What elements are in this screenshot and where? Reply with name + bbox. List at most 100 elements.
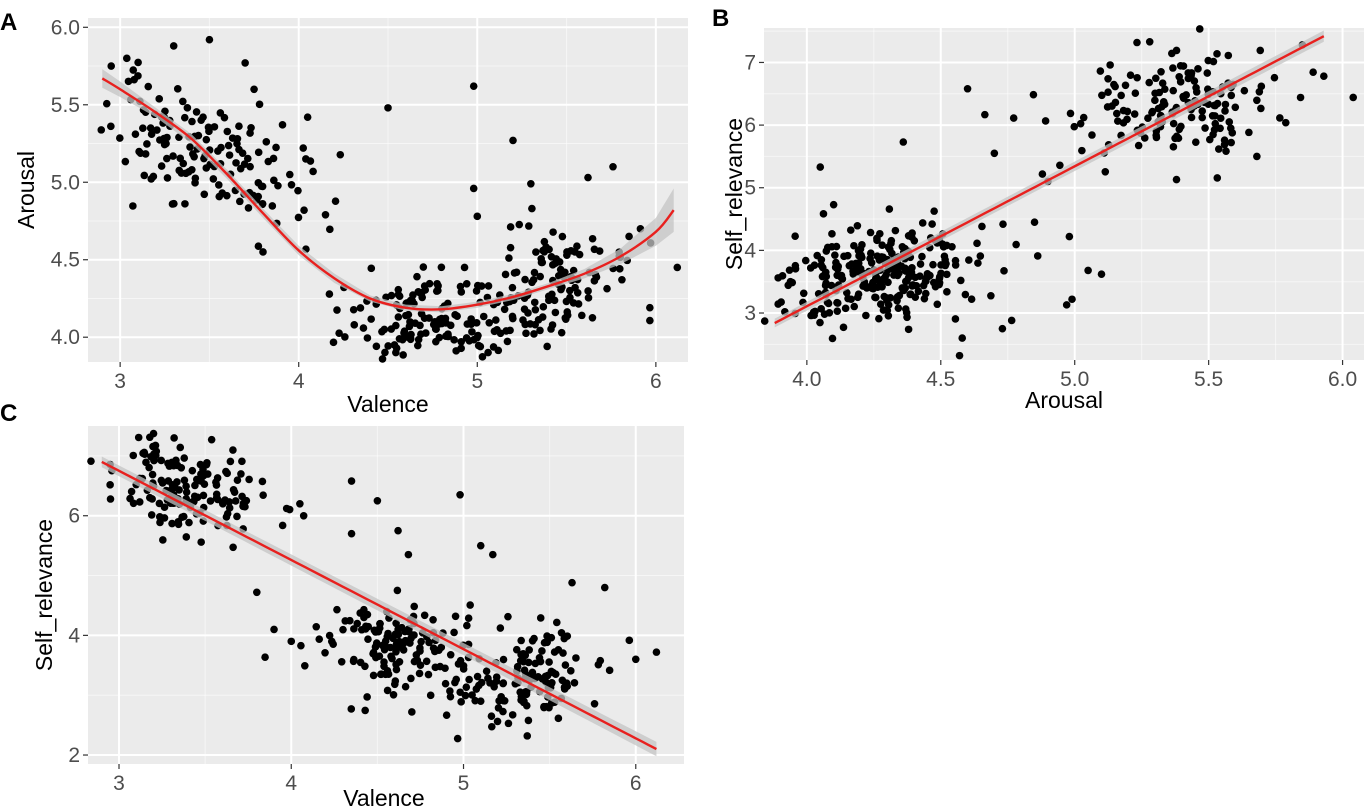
panel-a-data-point <box>309 167 317 176</box>
panel-b: B 4.0 4.5 5.0 5.5 6.0 3 4 5 6 7 Arousal Self_relevan… <box>712 5 1364 413</box>
panel-c-data-point <box>127 487 136 496</box>
panel-c-data-point <box>287 637 296 646</box>
panel-c-data-point <box>212 490 221 499</box>
panel-c-data-point <box>377 670 385 679</box>
panel-c-data-point <box>596 656 605 665</box>
panel-b-data-point <box>884 278 892 287</box>
panel-c-data-point <box>542 702 551 711</box>
panel-a-data-point <box>478 353 487 361</box>
panel-a-data-point <box>536 326 544 335</box>
panel-a-data-point <box>609 162 617 171</box>
panel-b-data-point <box>1309 68 1317 77</box>
panel-b-data-point <box>894 304 903 313</box>
panel-c-data-point <box>333 605 341 614</box>
panel-a-data-point <box>404 310 413 319</box>
panel-b-data-point <box>810 311 818 320</box>
panel-b-data-point <box>813 251 822 260</box>
panel-a-data-point <box>246 129 254 137</box>
panel-a-data-point <box>566 293 574 302</box>
panel-a-data-point <box>394 285 403 294</box>
panel-a-data-point <box>462 279 471 288</box>
panel-a-tag: A <box>0 9 17 36</box>
panel-c-data-point <box>450 628 458 637</box>
panel-a-data-point <box>232 159 240 167</box>
panel-a-data-point <box>272 143 280 152</box>
panel-b-data-point <box>1172 175 1181 184</box>
panel-c-data-point <box>199 491 208 500</box>
panel-b-data-point <box>862 311 870 320</box>
panel-b-data-point <box>1151 74 1160 83</box>
panel-a-ytick-label: 5.5 <box>51 94 80 117</box>
panel-c-data-point <box>476 541 485 550</box>
panel-a-data-point <box>558 232 567 241</box>
panel-a-data-point <box>359 324 368 332</box>
panel-c-data-point <box>160 503 169 512</box>
panel-b-data-point <box>1029 90 1038 99</box>
panel-c-data-point <box>349 657 358 666</box>
panel-c-data-point <box>407 674 415 683</box>
panel-a-data-point <box>468 328 476 336</box>
panel-b-data-point <box>1201 124 1209 132</box>
panel-a-data-point <box>97 126 106 134</box>
panel-a-data-point <box>484 282 493 290</box>
panel-a-data-point <box>268 202 277 210</box>
panel-b-data-point <box>791 232 799 241</box>
panel-b-data-point <box>1190 77 1199 85</box>
panel-b-data-point <box>1133 73 1141 82</box>
panel-a-data-point <box>493 326 501 334</box>
panel-c-data-point <box>426 691 435 700</box>
panel-b-data-point <box>825 309 834 317</box>
panel-c-data-point <box>203 470 212 478</box>
panel-c-data-point <box>363 693 371 701</box>
panel-a-data-point <box>433 279 441 288</box>
panel-b-data-point <box>854 246 863 255</box>
panel-a-data-point <box>557 328 566 337</box>
panel-c-data-point <box>146 433 154 442</box>
panel-b-data-point <box>816 318 824 327</box>
panel-a-data-point <box>473 212 482 221</box>
panel-c-data-point <box>376 619 384 628</box>
panel-c-data-point <box>459 665 468 673</box>
panel-c-data-point <box>394 526 402 535</box>
panel-b-data-point <box>817 261 826 270</box>
panel-c-data-point <box>390 680 399 689</box>
panel-b-data-point <box>1210 125 1219 134</box>
panel-a-data-point <box>180 113 189 122</box>
panel-a-data-point <box>435 333 444 342</box>
panel-c-data-point <box>473 672 482 681</box>
panel-b-data-point <box>892 263 900 272</box>
panel-b-data-point <box>967 295 976 304</box>
panel-b-data-point <box>818 272 827 281</box>
panel-c-data-point <box>151 441 160 450</box>
panel-b-data-point <box>1195 25 1204 33</box>
panel-a-data-point <box>457 337 466 346</box>
panel-a-data-point <box>588 234 597 243</box>
panel-c-data-point <box>229 543 237 552</box>
panel-b-y-axis-title: Self_relevance <box>721 118 747 270</box>
panel-c-data-point <box>229 485 238 494</box>
panel-c-data-point <box>401 682 410 691</box>
panel-c-data-point <box>347 529 356 538</box>
panel-c-data-point <box>213 474 222 482</box>
panel-a-data-point <box>381 348 389 357</box>
panel-b-data-point <box>878 241 887 250</box>
panel-b-data-point <box>841 304 850 313</box>
panel-a-data-point <box>124 77 133 86</box>
panel-c-data-point <box>487 712 496 720</box>
panel-a-data-point <box>209 175 218 183</box>
panel-b-data-point <box>871 293 880 302</box>
panel-a-data-point <box>233 139 241 148</box>
panel-b-data-point <box>858 241 866 249</box>
panel-b-data-point <box>873 236 881 245</box>
panel-c-data-point <box>392 619 400 628</box>
panel-c-ytick-label: 2 <box>68 744 80 767</box>
panel-c-data-point <box>297 641 305 650</box>
panel-b-data-point <box>879 253 887 262</box>
panel-a-fit-line <box>101 77 675 311</box>
panel-b-data-point <box>817 305 826 313</box>
panel-b-data-point <box>942 270 951 279</box>
panel-b-data-point <box>1253 152 1261 161</box>
panel-b-data-point <box>951 315 960 323</box>
panel-b-data-point <box>1088 131 1096 139</box>
panel-c-data-point <box>177 463 186 472</box>
